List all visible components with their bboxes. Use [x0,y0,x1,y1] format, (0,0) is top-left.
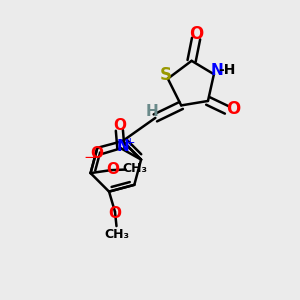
Text: CH₃: CH₃ [123,163,148,176]
Text: N: N [211,63,223,78]
Text: O: O [189,25,203,43]
Text: −: − [84,150,96,165]
Text: +: + [125,136,136,149]
Text: O: O [106,162,119,177]
Text: H: H [146,104,159,119]
Text: CH₃: CH₃ [105,228,130,241]
Text: O: O [109,206,122,221]
Text: O: O [226,100,240,118]
Text: S: S [160,66,172,84]
Text: O: O [91,146,103,161]
Text: -H: -H [219,63,236,77]
Text: O: O [113,118,126,134]
Text: N: N [117,139,130,154]
